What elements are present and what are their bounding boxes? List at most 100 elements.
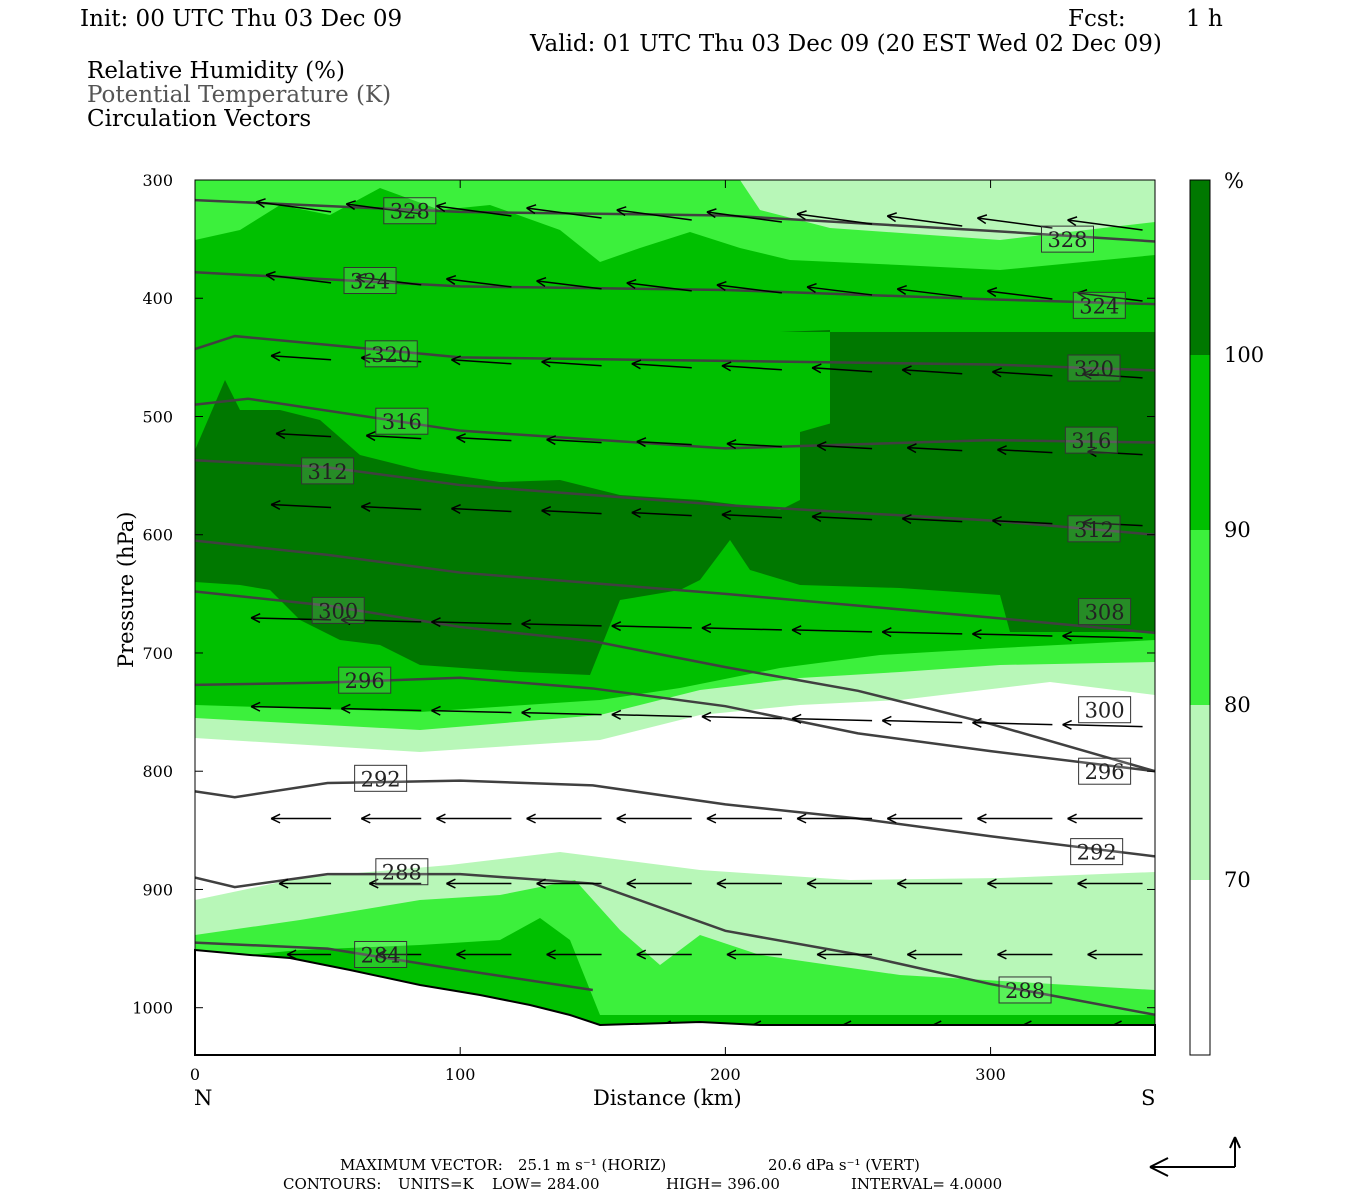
valid-time: Valid: 01 UTC Thu 03 Dec 09 (20 EST Wed … [530,31,1162,57]
y-tick-label: 800 [142,762,173,781]
circulation-vector [726,439,782,450]
colorbar-level-70: 70 [1224,868,1251,892]
theta-contour-308 [195,539,1155,635]
theta-label-box [343,267,397,295]
theta-label-text: 300 [318,599,358,623]
circulation-vector [546,949,602,960]
circulation-vector [360,501,422,512]
circulation-vector [1077,878,1143,889]
y-tick-label: 500 [142,407,173,426]
circulation-vector [706,813,782,824]
circulation-vector [1062,631,1143,642]
theta-label-text: 284 [361,943,401,967]
forecast-hour: 1 h [1186,6,1223,32]
colorbar-bin-80 [1190,530,1210,705]
theta-label-box [354,764,408,792]
max-vector-label: MAXIMUM VECTOR: [340,1156,503,1174]
circulation-vector [1082,369,1143,380]
circulation-vector [355,272,422,286]
circulation-vector [796,813,873,824]
circulation-vector [541,357,602,368]
circulation-vector [265,270,332,284]
theta-contour-296 [195,676,1155,773]
circulation-vector [1087,949,1143,960]
y-tick-label: 1000 [132,999,173,1018]
theta-label-text: 292 [1077,841,1117,865]
theta-contour-284 [195,941,593,992]
circulation-vector [431,705,512,716]
circulation-vector [278,878,332,889]
circulation-vector [811,512,873,523]
theta-label-284: 284 [354,940,408,968]
theta-label-292: 292 [1070,838,1124,866]
theta-label-text: 324 [350,270,390,294]
theta-label-text: 296 [345,669,385,693]
circulation-vector [806,878,873,889]
circulation-vector [611,621,692,632]
theta-label-296: 296 [1078,757,1132,785]
axes: 0 100 200 300 300 400 500 600 700 800 900 1000 [132,171,1155,1084]
circulation-vector [1082,518,1143,529]
circulation-vector [611,709,692,720]
colorbar-bin-90 [1190,355,1210,530]
circulation-vector [521,619,602,630]
circulation-vector [1067,813,1143,824]
theta-label-292: 292 [354,764,408,792]
circulation-vector [726,949,782,960]
theta-label-box [1067,515,1121,543]
theta-label-box [1070,838,1124,866]
theta-label-box [998,976,1052,1004]
theta-label-box [375,858,429,886]
max-vector-horiz: 25.1 m s⁻¹ (HORIZ) [518,1156,667,1174]
contours-interval: INTERVAL= 4.0000 [851,1175,1003,1193]
circulation-vector [431,617,512,628]
circulation-vector [706,208,783,223]
circulation-vector [451,503,512,515]
contours-high: HIGH= 396.00 [666,1175,780,1193]
colorbar-level-90: 90 [1224,518,1251,542]
circulation-vector [806,283,873,296]
theta-label-box [301,457,355,485]
theta-label-box [1078,696,1132,724]
theta-contour-300 [195,590,1155,773]
theta-label-316: 316 [375,407,429,435]
circulation-vector [716,878,782,889]
theta-label-text: 288 [382,861,422,885]
circulation-vector [987,878,1053,889]
circulation-vector [992,367,1053,378]
colorbar [1189,179,1211,1056]
theta-label-box [1064,426,1118,454]
circulation-vector [536,878,602,889]
y-tick-label: 900 [142,880,173,899]
y-tick-label: 700 [142,644,173,663]
circulation-vector [701,711,782,722]
circulation-vector [626,878,692,889]
circulation-vector [446,878,512,889]
max-vector-vert: 20.6 dPa s⁻¹ (VERT) [768,1156,920,1174]
theta-label-296: 296 [338,666,392,694]
circulation-vector [616,813,692,824]
theta-label-text: 296 [1085,760,1125,784]
field-vectors-label: Circulation Vectors [87,106,312,132]
circulation-vector [451,355,512,366]
circulation-vector [901,365,963,376]
circulation-vector [1067,216,1143,231]
theta-label-text: 316 [1071,429,1111,453]
colorbar-frame [1189,179,1211,1056]
theta-label-text: 328 [390,200,430,224]
theta-label-312: 312 [301,457,355,485]
circulation-vector [275,429,332,440]
circulation-vector [811,363,873,374]
contours-label: CONTOURS: [283,1175,382,1193]
circulation-vector [250,701,332,712]
circulation-vector [436,813,512,824]
reference-vector [1149,1136,1241,1177]
rh-region-100-east [780,330,1155,470]
theta-label-312: 312 [1067,515,1121,543]
circulation-vector [631,507,692,519]
circulation-vector [365,431,422,442]
x-tick-label: 100 [445,1065,476,1084]
circulation-vector [636,437,692,448]
circulation-vector [997,445,1053,456]
circulation-vector [526,204,602,219]
